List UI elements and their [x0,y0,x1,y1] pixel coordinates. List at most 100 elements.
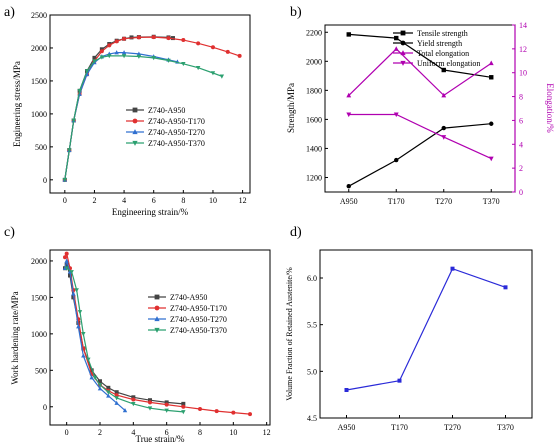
series-line-2 [64,258,126,411]
panel-c-axes: 0 2 4 6 8 10 12 0 500 1000 1500 2000 [31,257,271,437]
data-point-2-0 [346,92,352,98]
legend-entry: Z740-A950-T370 [148,139,205,148]
x-tick-label: 6 [165,428,169,437]
legend-entry: Z740-A950-T170 [170,304,227,313]
data-point-2-1 [393,46,399,51]
data-point-3-11 [147,406,153,411]
series-line-0 [348,33,492,78]
legend-entry: Z740-A950 [170,293,207,302]
legend-entry: Uniform elongation [417,59,480,68]
legend-entry: Tensile strength [417,29,468,38]
data-point-0-12 [164,400,169,405]
data-point-1-1 [64,251,69,256]
legend-marker [400,30,406,36]
x-tick-label: 6 [152,196,156,205]
data-point-1-14 [198,406,202,411]
data-point-2-2 [441,92,447,98]
data-point-3-6 [99,55,105,60]
x-tick-label: 4 [122,196,126,205]
data-point-3-8 [121,54,127,59]
data-point-1-2 [441,125,446,131]
data-point-1-3 [489,121,494,126]
x-tick-label: 2 [92,196,96,205]
panel-c-ylabel: Work hardening rate/MPa [10,291,20,384]
series-line-3 [348,113,492,160]
data-point-1-0 [346,183,351,189]
data-point-1-16 [231,410,236,415]
data-point-1-13 [181,404,186,409]
panel-c-label: c) [4,225,15,240]
data-point-3-3 [488,156,494,162]
panel-a-legend: Z740-A950 Z740-A950-T170 Z740-A950-T270 Z74… [126,106,205,148]
data-point-0-1 [394,35,399,41]
panel-a-ylabel: Engineering stress/MPa [12,61,22,147]
x-tick-label: T270 [435,197,452,206]
y2-tick-label: 2 [519,164,523,173]
series-line-2 [348,48,492,97]
data-point-1-17 [237,53,242,58]
data-point-3-1 [393,112,399,118]
data-point-2-9 [121,50,127,55]
data-point-3-9 [114,396,119,401]
legend-marker [132,118,138,124]
y-tick-label: 4.5 [307,414,317,423]
panel-d-label: d) [290,225,302,240]
series-line-0 [346,267,506,391]
panel-a-axes: 0 2 4 6 8 10 12 0 500 1000 1500 2000 2500 [31,11,247,205]
panel-a-plot-frame [49,14,251,194]
legend-marker [154,294,160,300]
data-point-1-12 [164,402,169,407]
y-tick-label: 1000 [31,110,47,119]
data-point-3-4 [84,69,90,74]
x-tick-label: 12 [239,196,247,205]
y-tick-label: 1500 [31,293,47,302]
data-point-3-8 [106,390,111,395]
data-point-3-11 [166,58,171,63]
data-point-0-8 [106,385,111,390]
legend-marker [154,305,160,311]
data-point-1-14 [196,41,201,46]
y2-tick-label: 0 [519,188,523,197]
data-point-2-8 [106,393,111,398]
legend-entry: Yield strength [417,39,462,48]
data-point-0-2 [450,266,455,271]
data-point-1-17 [248,412,252,417]
x-tick-label: T170 [391,423,408,432]
x-tick-label: 8 [198,428,202,437]
data-point-0-0 [344,388,349,392]
data-point-0-14 [170,36,175,41]
data-point-3-12 [181,61,186,67]
data-point-0-7 [98,379,102,384]
legend-marker [132,129,138,135]
legend-marker [132,140,138,146]
data-point-1-11 [151,35,156,40]
data-point-3-2 [71,118,76,123]
data-point-2-9 [114,400,119,405]
x-tick-label: 10 [229,428,237,437]
data-point-0-3 [489,75,494,80]
y2-tick-label: 10 [519,69,527,78]
data-point-1-13 [181,38,186,43]
x-tick-label: 0 [65,428,69,437]
data-point-1-15 [210,45,215,50]
panel-d: d) A950 T170 T270 T370 4.5 5.0 5.5 6.0 Volume F… [285,225,533,432]
data-point-1-1 [394,157,399,163]
data-point-3-3 [77,310,83,315]
data-point-1-7 [107,43,112,48]
x-tick-label: 2 [98,428,102,437]
data-point-0-13 [181,401,186,406]
y-tick-label: 0 [43,176,47,185]
data-point-0-1 [64,262,69,267]
data-point-1-8 [114,39,119,44]
data-point-1-0 [63,255,67,260]
y2-tick-label: 14 [519,21,527,30]
panel-b-label: b) [290,5,302,20]
legend-entry: Z740-A950 [148,106,185,115]
data-point-3-7 [107,54,112,59]
y-tick-label: 5.0 [307,367,317,376]
data-point-3-2 [74,288,79,293]
y-tick-label: 500 [35,366,47,375]
panel-c-plot-frame [49,249,271,426]
